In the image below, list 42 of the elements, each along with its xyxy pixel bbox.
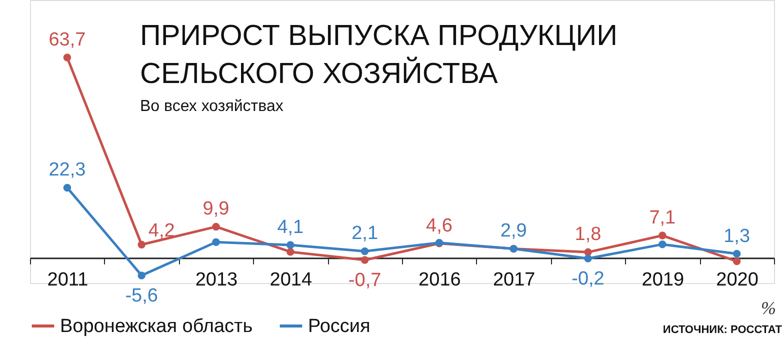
text: % xyxy=(761,298,776,318)
text: ИСТОЧНИК: РОССТАТ xyxy=(662,324,782,336)
point xyxy=(584,254,592,262)
data-label: 1,3 xyxy=(724,226,750,247)
legend-label: Россия xyxy=(308,316,370,337)
x-tick-label: 2013 xyxy=(195,269,238,290)
point xyxy=(658,232,666,240)
point xyxy=(138,240,146,249)
data-label: 4,2 xyxy=(148,220,175,242)
x-tick-label: 2014 xyxy=(270,269,312,290)
data-label: 22,3 xyxy=(48,160,86,181)
legend-label: Воронежская область xyxy=(60,316,253,337)
data-label: 4,6 xyxy=(426,215,452,236)
point xyxy=(360,256,369,264)
data-label: -0,7 xyxy=(348,270,382,292)
point xyxy=(658,240,666,248)
data-label: -0,2 xyxy=(572,268,604,290)
point xyxy=(63,54,72,62)
data-label: 9,9 xyxy=(202,198,230,220)
point xyxy=(212,222,220,231)
point xyxy=(212,238,220,246)
data-label: -5,6 xyxy=(125,285,158,306)
text: Во всех хозяйствах xyxy=(140,98,284,115)
point xyxy=(63,184,72,192)
x-tick-label: 2011 xyxy=(47,269,88,290)
data-label: 63,7 xyxy=(48,30,86,51)
point xyxy=(286,241,294,249)
x-tick-label: 2017 xyxy=(492,269,536,290)
data-label: 1,8 xyxy=(574,224,602,246)
point xyxy=(138,272,146,280)
data-label: 2,9 xyxy=(500,220,527,242)
x-tick-label: 2016 xyxy=(418,269,461,290)
point xyxy=(732,257,741,266)
point xyxy=(286,248,294,256)
data-label: 4,1 xyxy=(277,216,304,238)
data-label: 7,1 xyxy=(649,208,676,229)
data-label: 2,1 xyxy=(352,223,378,244)
point xyxy=(732,250,741,258)
x-tick-label: 2020 xyxy=(716,269,758,290)
x-tick-label: 2019 xyxy=(642,269,684,290)
point xyxy=(360,247,369,256)
text: ПРИРОСТ ВЫПУСКА ПРОДУКЦИИ СЕЛЬСКОГО ХОЗЯЙСТВА xyxy=(140,20,618,90)
